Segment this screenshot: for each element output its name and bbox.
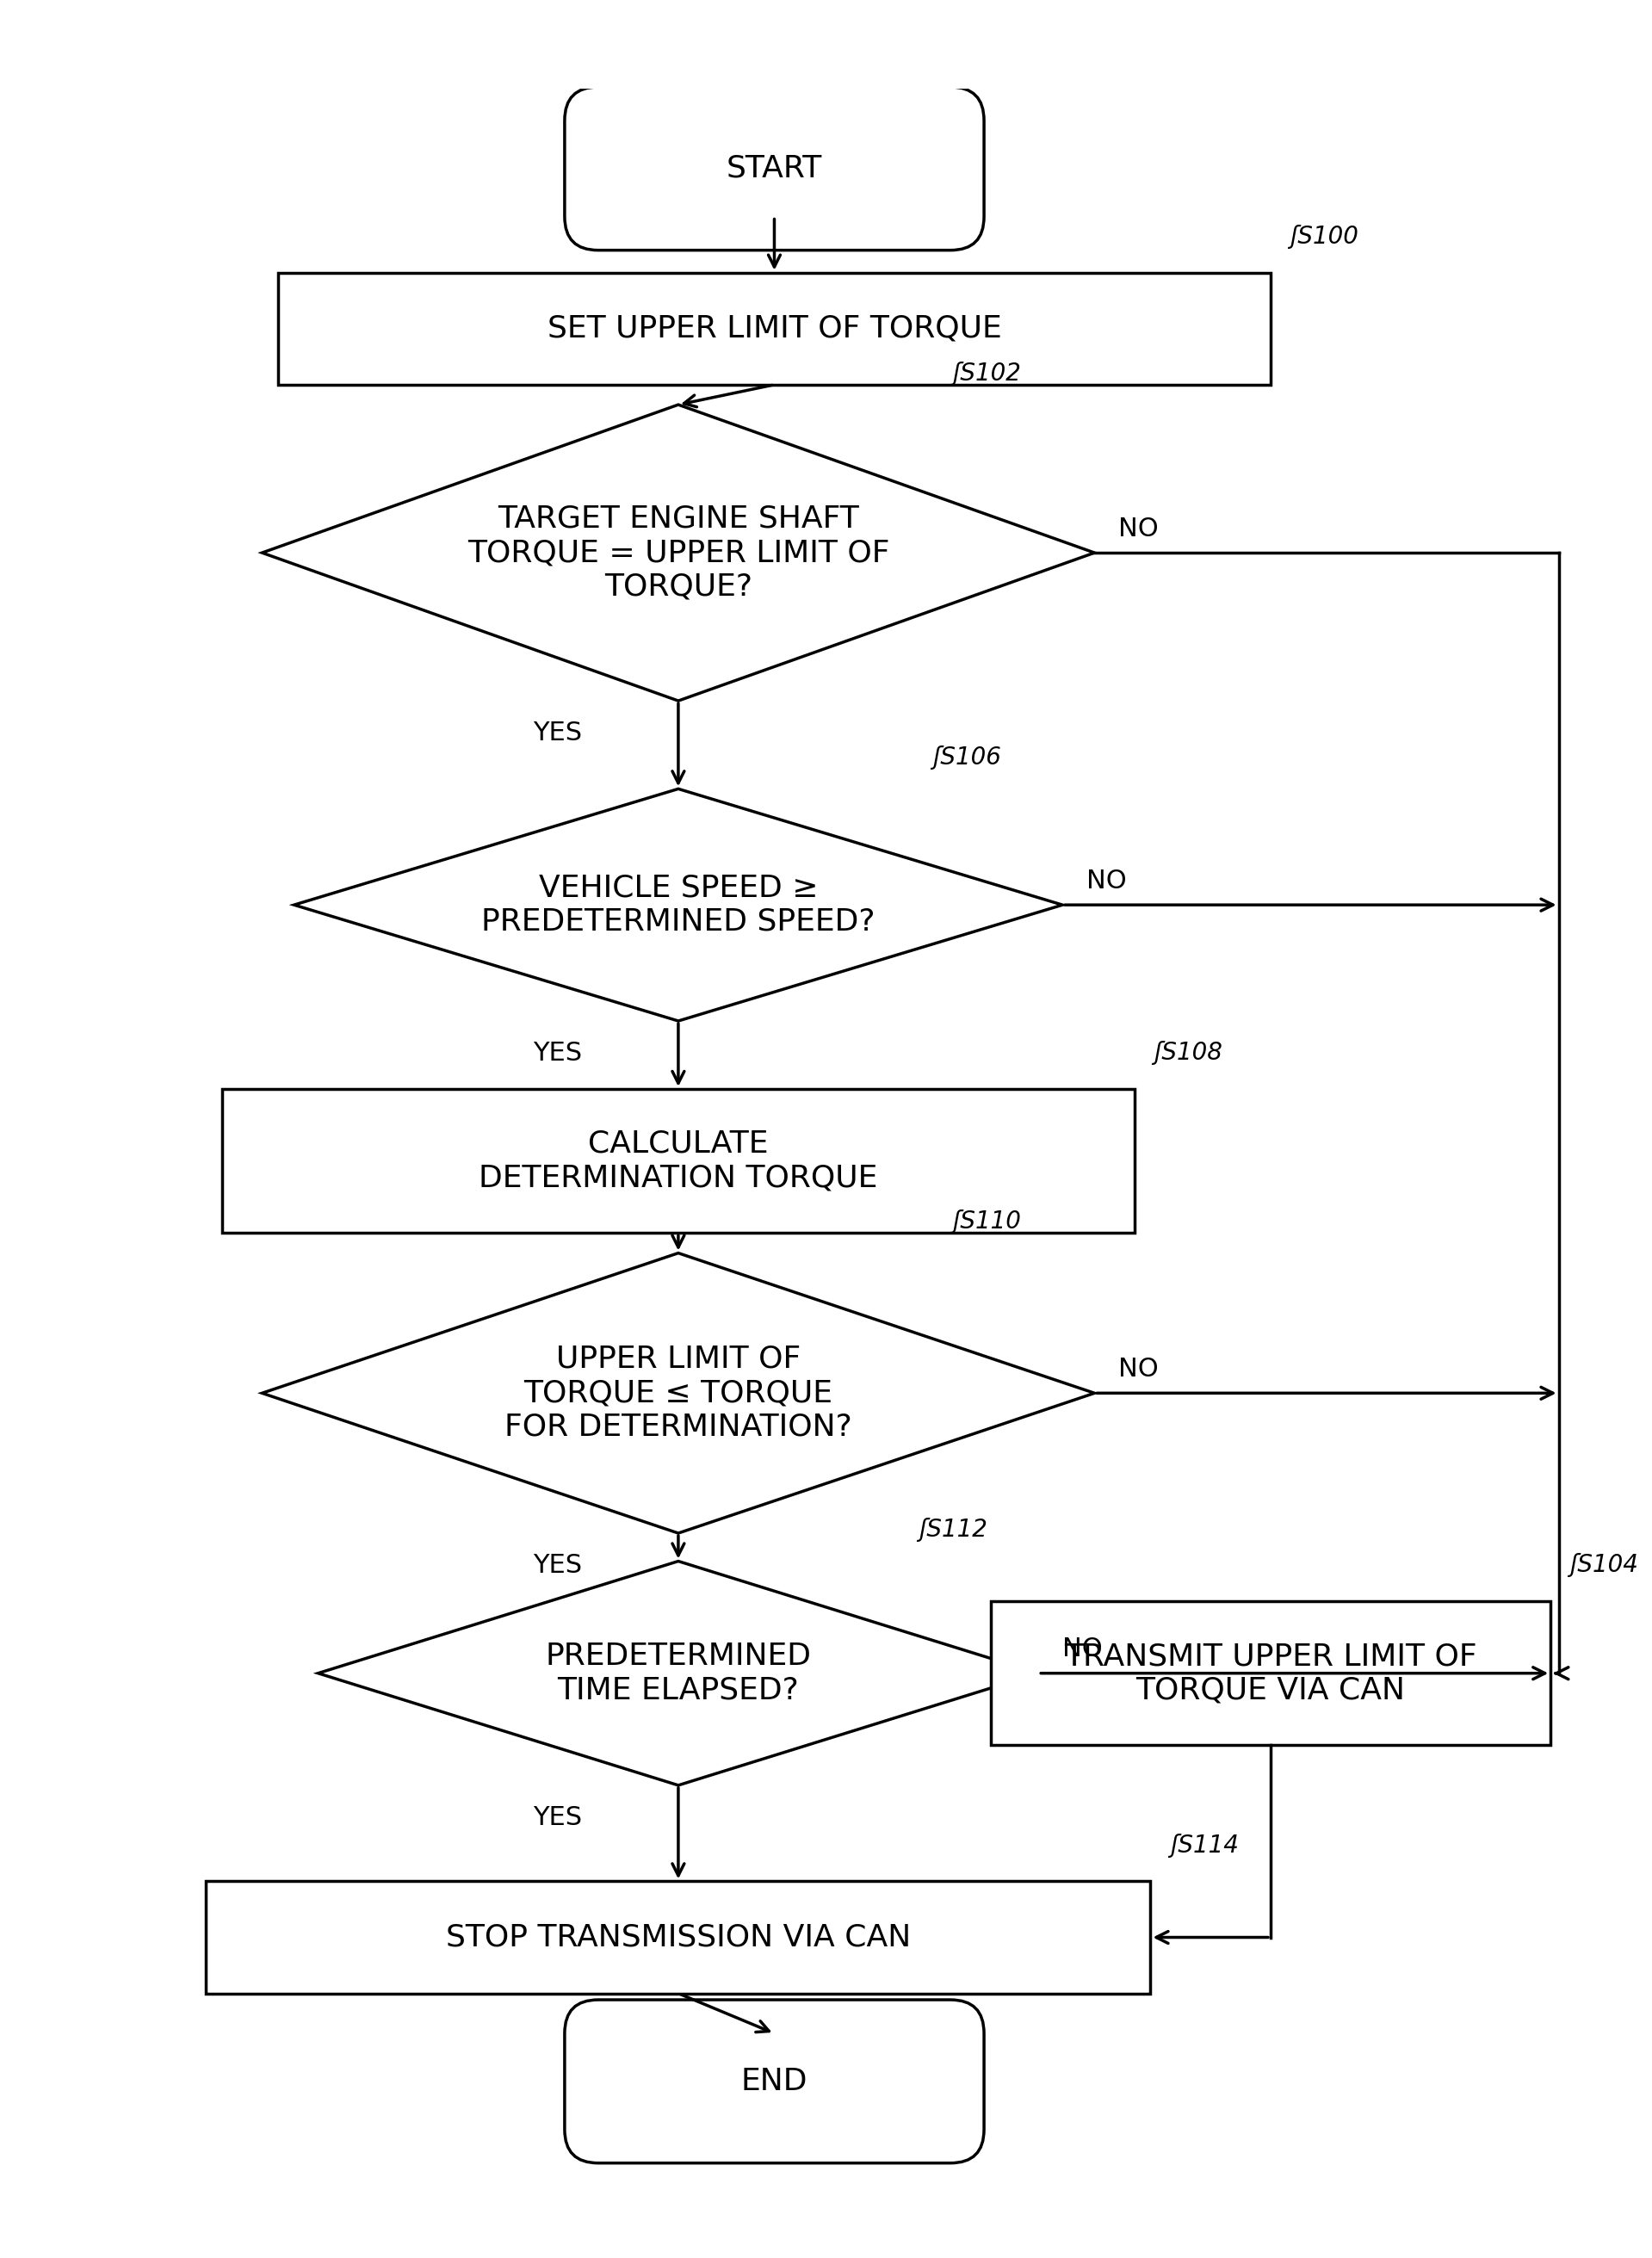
Text: STOP TRANSMISSION VIA CAN: STOP TRANSMISSION VIA CAN: [446, 1924, 910, 1951]
Text: SET UPPER LIMIT OF TORQUE: SET UPPER LIMIT OF TORQUE: [547, 314, 1001, 343]
Polygon shape: [263, 1253, 1095, 1533]
Text: ʃS110: ʃS110: [952, 1210, 1021, 1233]
Polygon shape: [263, 404, 1095, 700]
Text: NO: NO: [1118, 1357, 1158, 1382]
Text: ʃS102: ʃS102: [952, 361, 1021, 386]
Text: END: END: [742, 2066, 808, 2095]
Text: ʃS108: ʃS108: [1153, 1041, 1222, 1066]
Text: YES: YES: [534, 1554, 582, 1578]
Bar: [221, 1088, 1135, 1233]
Text: VEHICLE SPEED ≥
PREDETERMINED SPEED?: VEHICLE SPEED ≥ PREDETERMINED SPEED?: [481, 874, 876, 937]
Text: NO: NO: [1062, 1637, 1102, 1662]
Text: YES: YES: [534, 720, 582, 745]
Polygon shape: [319, 1560, 1039, 1786]
Text: ʃS104: ʃS104: [1569, 1554, 1639, 1576]
Text: TARGET ENGINE SHAFT
TORQUE = UPPER LIMIT OF
TORQUE?: TARGET ENGINE SHAFT TORQUE = UPPER LIMIT…: [468, 504, 889, 601]
Text: ʃS114: ʃS114: [1170, 1833, 1239, 1858]
Text: UPPER LIMIT OF
TORQUE ≤ TORQUE
FOR DETERMINATION?: UPPER LIMIT OF TORQUE ≤ TORQUE FOR DETER…: [504, 1344, 852, 1441]
Bar: [206, 1881, 1150, 1994]
Text: YES: YES: [534, 1804, 582, 1829]
Text: NO: NO: [1118, 517, 1158, 542]
Bar: [991, 1601, 1551, 1745]
Text: TRANSMIT UPPER LIMIT OF
TORQUE VIA CAN: TRANSMIT UPPER LIMIT OF TORQUE VIA CAN: [1064, 1642, 1477, 1705]
Bar: [278, 273, 1270, 384]
Polygon shape: [294, 788, 1062, 1021]
Text: PREDETERMINED
TIME ELAPSED?: PREDETERMINED TIME ELAPSED?: [545, 1642, 811, 1705]
Text: ʃS106: ʃS106: [933, 745, 1001, 770]
Text: ʃS100: ʃS100: [1290, 224, 1358, 248]
Text: ʃS112: ʃS112: [919, 1517, 988, 1542]
FancyBboxPatch shape: [565, 88, 985, 251]
FancyBboxPatch shape: [565, 2001, 985, 2163]
Text: CALCULATE
DETERMINATION TORQUE: CALCULATE DETERMINATION TORQUE: [479, 1129, 877, 1192]
Text: NO: NO: [1087, 869, 1127, 894]
Text: YES: YES: [534, 1041, 582, 1066]
Text: START: START: [727, 154, 823, 183]
